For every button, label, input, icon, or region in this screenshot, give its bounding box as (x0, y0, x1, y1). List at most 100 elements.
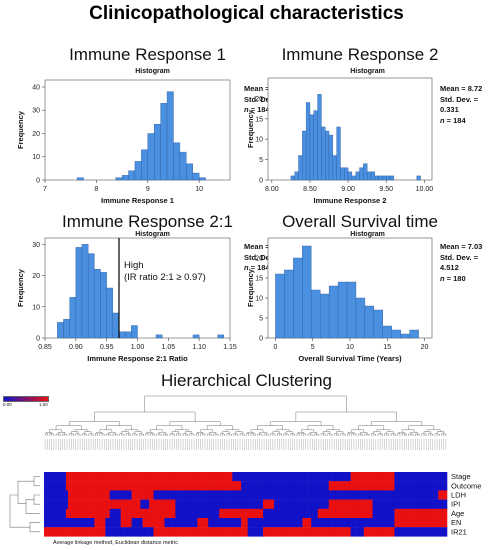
heatmap-cell (273, 499, 330, 509)
heatmap-cell (153, 527, 242, 537)
histogram-bar (340, 167, 345, 181)
x-tick-label: 1.00 (131, 344, 145, 351)
histogram-bar (344, 167, 349, 181)
heatmap-cell (153, 490, 439, 500)
heatmap-cell (65, 518, 95, 528)
row-label: IPI (451, 500, 460, 509)
stats-os: Mean = 7.03 Std. Dev. = 4.512 n = 180 (440, 242, 493, 284)
histogram-bar (378, 175, 383, 181)
x-tick-label: 0.85 (38, 344, 52, 351)
heatmap-cell (52, 472, 67, 482)
heatmap-cell (328, 499, 373, 509)
heatmap-cell (208, 518, 242, 528)
histogram-bar (147, 133, 155, 181)
heatmap-cell (65, 527, 95, 537)
stats-mean: Mean = 7.03 (440, 242, 483, 251)
y-tick-label: 30 (32, 242, 40, 249)
heatmap-cell (328, 481, 395, 491)
histogram-bar (364, 305, 375, 339)
x-tick-label: 0.95 (100, 344, 114, 351)
histogram-bar (141, 149, 148, 181)
heatmap-cell (109, 490, 132, 500)
heatmap-cell (105, 527, 154, 537)
threshold-label-range: (IR ratio 2:1 ≥ 0.97) (124, 272, 206, 283)
heatmap-cell (372, 508, 395, 519)
stats-n: n = 184 (244, 105, 270, 114)
legend-max-label: 1.00 (39, 402, 48, 407)
histogram-bar (192, 334, 200, 339)
histogram-bar (198, 177, 206, 181)
y-tick-label: 20 (255, 256, 263, 263)
histogram-bar (332, 155, 337, 181)
heatmap-cell (263, 481, 330, 491)
heatmap-cell (227, 508, 264, 519)
panel-title-ir2: Immune Response 2 (281, 45, 439, 64)
panel-title-ir1: Immune Response 1 (69, 45, 226, 64)
heatmap-cell (263, 499, 275, 509)
heatmap-cell (394, 508, 448, 519)
histogram-bar (389, 175, 395, 181)
y-tick-label: 30 (32, 108, 40, 115)
heatmap-cell (258, 472, 351, 482)
heatmap-cell (232, 472, 259, 482)
heatmap-title: Hierarchical Clustering (160, 371, 332, 390)
x-tick-label: 10.00 (416, 186, 434, 193)
histogram-bar (154, 123, 161, 181)
histogram-bar (328, 134, 334, 181)
histogram-bar (131, 325, 138, 339)
heatmap-cell (247, 527, 264, 537)
heatmap-cell (438, 490, 448, 500)
heatmap-cell (44, 490, 56, 500)
heatmap-grid (46, 472, 445, 537)
histogram-bar (134, 161, 142, 181)
stats-ir2: Mean = 8.72 Std. Dev. = 0.331 n = 184 (440, 84, 493, 126)
column-labels (44, 439, 447, 450)
x-tick-label: 15 (383, 344, 391, 351)
x-tick-label: 9 (146, 186, 150, 193)
heatmap-cell (394, 518, 448, 528)
histogram-bar (173, 142, 181, 181)
histogram-bar (336, 126, 341, 181)
y-tick-label: 10 (255, 137, 263, 144)
heatmap-cell (140, 499, 150, 509)
histogram-bar (128, 170, 136, 181)
histogram-ir1: 0 10 20 30 40 7 8 9 10 Immune Response 1 Frequency (16, 79, 231, 205)
histogram-bar (366, 171, 372, 181)
histogram-bar (121, 175, 129, 181)
histogram-bar (370, 171, 375, 181)
y-tick-label: 20 (32, 273, 40, 280)
histogram-bar (355, 297, 366, 339)
y-axis-label: Frequency (246, 268, 255, 307)
heatmap-cell (166, 481, 242, 491)
y-tick-label: 0 (36, 336, 40, 343)
heatmap-cell (175, 508, 220, 519)
histogram-bar (155, 334, 163, 339)
heatmap-cell (350, 472, 395, 482)
chart-label-ir1: Histogram (135, 68, 170, 75)
heatmap-cell (197, 518, 209, 528)
heatmap-cell (44, 518, 67, 528)
x-tick-label: 1.10 (192, 344, 206, 351)
row-label: IR21 (451, 527, 467, 536)
heatmap-cell (142, 518, 165, 528)
page-title: Clinicopathological characteristics (89, 3, 404, 24)
histogram-bar (319, 293, 330, 339)
histogram-bar (409, 329, 419, 339)
dendrogram-branch (29, 522, 40, 533)
histogram-bar (416, 175, 421, 181)
row-label: Age (451, 509, 464, 518)
heatmap-cell (302, 518, 312, 528)
stats-n: n = 184 (440, 115, 466, 125)
heatmap-cell (44, 508, 54, 519)
heatmap-cell (149, 499, 176, 509)
histogram-ir2: 0 5 10 15 20 8.00 8.50 9.00 9.50 10.00 Immune Resp… (246, 77, 434, 205)
heatmap-cell (241, 481, 264, 491)
heatmap-cell (94, 518, 106, 528)
histogram-bar (63, 319, 70, 339)
histogram-bar (317, 94, 322, 181)
histogram-bar (118, 331, 126, 339)
histogram-bar (302, 245, 312, 339)
heatmap-cell (65, 481, 167, 491)
dendrogram-branch (33, 494, 40, 505)
